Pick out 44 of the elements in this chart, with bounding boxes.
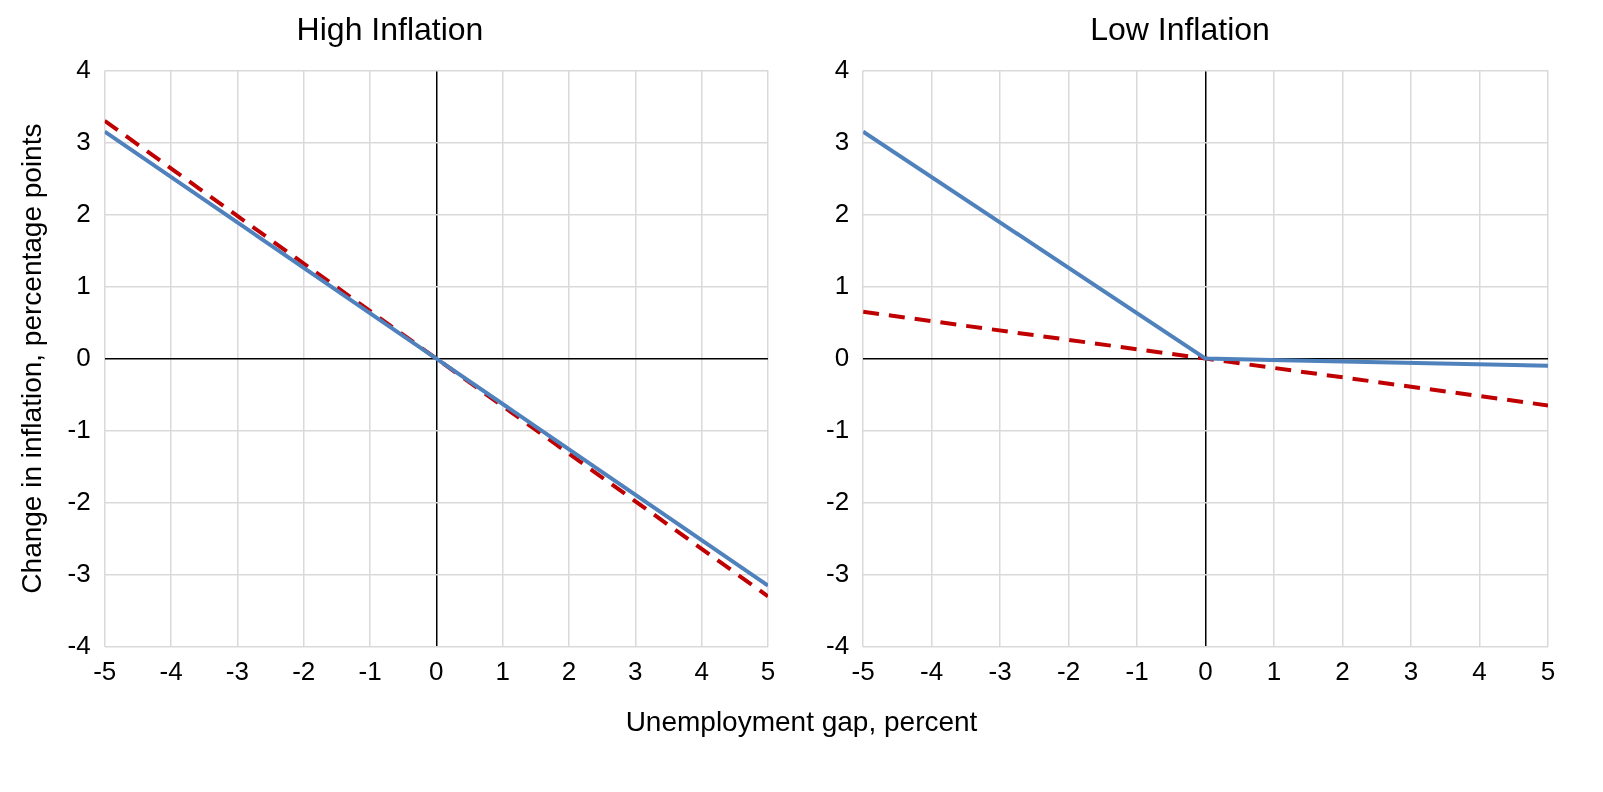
x-tick-label: -3 xyxy=(988,655,1012,686)
x-tick-label: 2 xyxy=(1335,655,1350,686)
y-tick-label: -2 xyxy=(67,485,91,516)
x-tick-label: -2 xyxy=(1057,655,1081,686)
x-tick-label: 3 xyxy=(1403,655,1419,686)
x-tick-label: 1 xyxy=(1266,655,1282,686)
x-tick-label: 4 xyxy=(1472,655,1487,686)
x-tick-label: -1 xyxy=(1125,655,1149,686)
y-tick-label: -4 xyxy=(67,629,91,660)
y-tick-label: 0 xyxy=(834,341,850,372)
x-axis-title: Unemployment gap, percent xyxy=(624,706,979,738)
x-tick-label: 4 xyxy=(694,655,709,686)
y-tick-label: 4 xyxy=(834,53,850,84)
x-tick-label: 3 xyxy=(628,655,643,686)
x-tick-label: 5 xyxy=(760,655,776,686)
y-tick-label: 1 xyxy=(834,269,850,300)
y-tick-label: -2 xyxy=(825,485,850,516)
chart-title: Low Inflation xyxy=(1090,11,1270,48)
x-tick-label: 1 xyxy=(495,655,510,686)
chart-title: High Inflation xyxy=(296,11,484,48)
y-tick-label: -3 xyxy=(67,557,91,588)
x-tick-label: -5 xyxy=(93,655,117,686)
x-tick-label: 5 xyxy=(1540,655,1556,686)
x-tick-label: -4 xyxy=(920,655,944,686)
y-tick-label: 3 xyxy=(834,125,850,156)
x-tick-label: -5 xyxy=(851,655,875,686)
y-tick-label: 4 xyxy=(76,53,91,84)
x-tick-label: -1 xyxy=(358,655,382,686)
y-tick-label: 2 xyxy=(834,197,850,228)
y-axis-title: Change in inflation, percentage points xyxy=(15,123,47,594)
x-tick-label: -4 xyxy=(159,655,183,686)
y-tick-label: 3 xyxy=(76,125,91,156)
y-tick-label: -1 xyxy=(67,413,91,444)
y-tick-label: -1 xyxy=(825,413,850,444)
x-tick-label: 0 xyxy=(1198,655,1213,686)
y-tick-label: 2 xyxy=(76,197,91,228)
x-tick-label: -3 xyxy=(225,655,249,686)
x-tick-label: -2 xyxy=(292,655,316,686)
y-tick-label: 1 xyxy=(76,269,91,300)
y-tick-label: -3 xyxy=(825,557,850,588)
x-tick-label: 0 xyxy=(429,655,444,686)
y-tick-label: 0 xyxy=(76,341,91,372)
x-tick-label: 2 xyxy=(561,655,577,686)
y-tick-label: -4 xyxy=(825,629,850,660)
